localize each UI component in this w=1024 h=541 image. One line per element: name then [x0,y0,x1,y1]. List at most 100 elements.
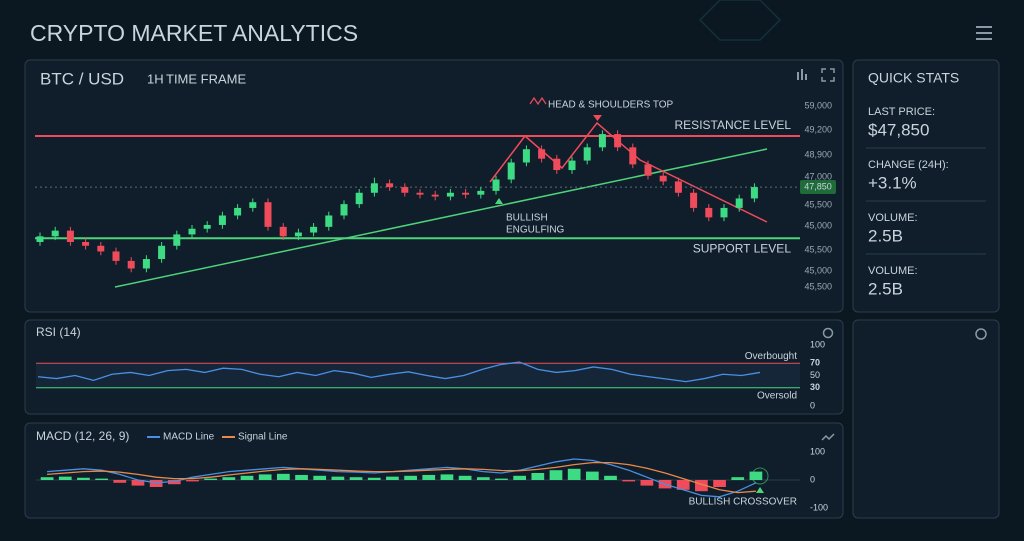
histogram-bar [549,470,563,480]
candle-body [690,192,698,208]
crossover-marker [751,467,769,485]
candle-body [522,149,530,163]
chart-type-button[interactable] [797,69,807,80]
histogram-bar [204,478,218,480]
candle-body [127,260,135,269]
histogram-bar [404,475,417,480]
last-price-label: 47,850 [804,181,832,191]
histogram-bar [622,480,636,482]
legend-label: MACD Line [163,432,215,443]
candle-body [97,245,105,252]
histogram-bar [258,474,272,480]
candle-body [82,241,90,246]
histogram-bar [585,471,599,480]
histogram-bar [695,480,708,492]
histogram-bar [386,476,399,480]
histogram-bar [131,480,145,486]
histogram-bar [167,480,181,485]
candle-body [462,192,470,195]
histogram-bar [295,474,308,480]
settings-button[interactable] [822,327,834,339]
indicator-button[interactable] [821,433,835,441]
candle-body [294,232,302,237]
macd-title: MACD (12, 26, 9) [36,429,129,443]
candle-body [66,230,74,242]
rsi-band [36,363,800,388]
histogram-bar [640,480,654,486]
clock-button[interactable] [975,328,987,340]
histogram-bar [513,475,526,480]
price-axis-label: 49,200 [804,124,832,134]
empty-panel [852,319,1000,519]
stat-value: 2.5B [868,279,903,298]
price-axis-label: 45,500 [804,199,832,209]
candle-body [598,134,606,148]
support-label: SUPPORT LEVEL [693,241,792,255]
rsi-tick-label: 50 [810,370,820,380]
candle-body [614,134,622,148]
candle-body [158,245,166,260]
candle-body [173,234,181,246]
candle-body [674,181,682,193]
candle-body [386,183,394,188]
stat-label: VOLUME: [868,265,918,277]
candle-body [279,226,287,237]
histogram-bar [349,477,363,480]
macd-tick-label: 100 [810,446,825,456]
candle-body [36,236,44,242]
timeframe-label: TIME FRAME [166,71,246,86]
crossover-label: BULLISH CROSSOVER [689,497,797,508]
histogram-bar [458,475,472,480]
stat-value: 2.5B [868,226,903,245]
pattern-marker [593,115,602,121]
histogram-bar [604,475,617,480]
histogram-bar [331,476,345,480]
candle-body [720,207,728,218]
rsi-tick-label: 0 [810,400,815,410]
page-title: CRYPTO MARKET ANALYTICS [30,20,358,46]
timeframe-value: 1H [147,71,164,86]
rsi-tick-label: 70 [810,358,820,368]
histogram-bar [422,474,436,480]
candle-body [203,224,211,229]
candle-body [142,259,150,269]
candle-body [249,202,257,208]
histogram-bar [95,478,108,480]
resistance-label: RESISTANCE LEVEL [675,118,792,132]
histogram-bar [676,480,690,490]
histogram-bar [713,480,726,487]
candle-body [310,226,318,233]
expand-button[interactable] [821,68,835,82]
candle-body [659,175,667,182]
candle-body [477,190,485,195]
histogram-bar [222,477,236,480]
candle-body [340,204,348,216]
engulfing-marker [495,198,503,204]
candle-body [401,187,409,193]
histogram-bar [40,477,54,480]
price-axis-label: 45,000 [804,265,832,275]
histogram-bar [367,477,381,480]
candle-body [264,202,272,227]
crossover-arrow [756,487,764,493]
candle-body [431,194,439,197]
histogram-bar [58,476,72,480]
rsi-tick-label: 100 [810,339,825,349]
candle-body [218,215,226,225]
candle-body [188,228,196,235]
histogram-bar [531,473,545,480]
candle-body [325,215,333,227]
engulfing-label: BULLISH [506,213,548,224]
candle-body [507,162,515,180]
overbought-label: Overbought [745,351,797,362]
legend-label: Signal Line [238,432,288,443]
menu-button[interactable] [976,26,992,40]
symbol: BTC / USD [40,69,124,88]
histogram-bar [731,477,745,480]
histogram-bar [440,474,454,480]
rsi-line [37,361,761,383]
macd-series-line [47,461,756,494]
candle-body [583,147,591,161]
macd-tick-label: 0 [810,474,815,484]
candle-body [538,149,546,159]
